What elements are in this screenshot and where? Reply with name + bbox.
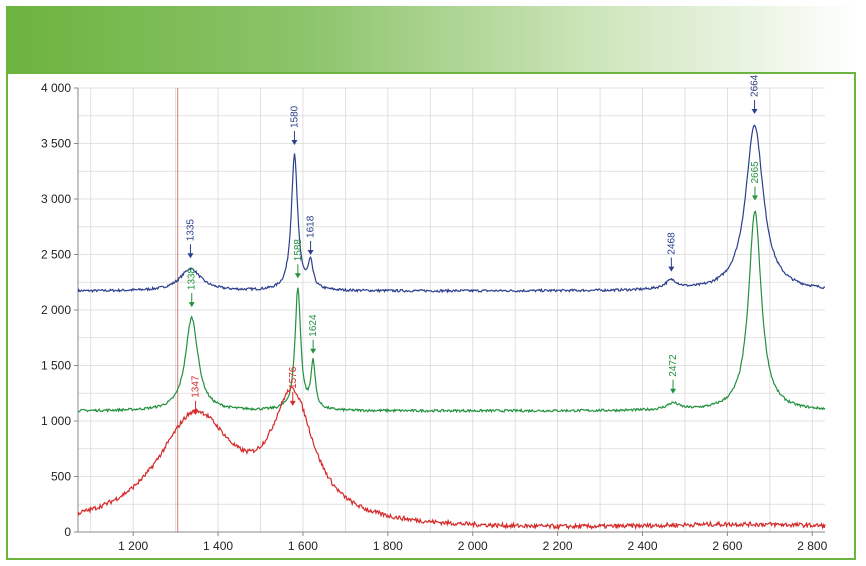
x-tick-label: 1 200 [118,539,148,553]
peak-label: 2468 [666,232,677,255]
peak-arrowhead [751,108,758,114]
peak-arrowhead [668,266,675,272]
peak-arrowhead [289,400,296,406]
peak-arrowhead [188,302,195,308]
peak-arrowhead [291,140,298,146]
peak-label: 2664 [750,74,761,97]
y-tick-label: 2 500 [41,248,71,262]
x-tick-label: 1 800 [373,539,403,553]
y-tick-label: 0 [64,525,71,539]
y-tick-label: 1 000 [41,414,71,428]
peak-label: 1624 [308,314,319,337]
y-tick-label: 2 000 [41,303,71,317]
chart-frame: 0 500 1 000 1 500 2 000 2 500 3 000 3 500 4 000 1… [6,72,856,560]
x-tick-label: 2 000 [458,539,488,553]
x-tick-label: 2 400 [627,539,657,553]
y-tick-label: 3 500 [41,137,71,151]
peak-label: 1618 [306,215,317,238]
peak-arrowhead [192,409,199,415]
peak-label: 2665 [750,161,761,184]
peak-label: 1338 [187,267,198,290]
peak-label: 2472 [668,354,679,377]
peak-label: 1335 [185,219,196,242]
peak-arrowhead [294,273,301,279]
y-tick-label: 500 [51,470,71,484]
y-tick-label: 1 500 [41,359,71,373]
peak-label: 1347 [191,375,202,398]
y-tick-label: 3 000 [41,192,71,206]
spectrum-line-1 [77,124,826,294]
peak-label: 1580 [289,105,300,128]
x-tick-label: 2 200 [543,539,573,553]
peak-arrowhead [310,348,317,354]
peak-arrowhead [307,249,314,255]
spectrum-line-2 [77,210,826,414]
header-banner [6,6,860,72]
x-tick-label: 2 600 [712,539,742,553]
peak-arrowhead [670,388,677,394]
peak-arrowhead [751,195,758,201]
raman-spectrum-chart: 0 500 1 000 1 500 2 000 2 500 3 000 3 500 4 000 1… [41,74,828,553]
x-tick-label: 2 800 [797,539,827,553]
peak-arrowhead [187,253,194,259]
peak-label: 1576 [288,366,299,389]
peak-label: 1588 [293,239,304,262]
x-tick-label: 1 600 [288,539,318,553]
spectrum-line-3 [77,386,826,531]
x-tick-label: 1 400 [203,539,233,553]
y-tick-label: 4 000 [41,81,71,95]
